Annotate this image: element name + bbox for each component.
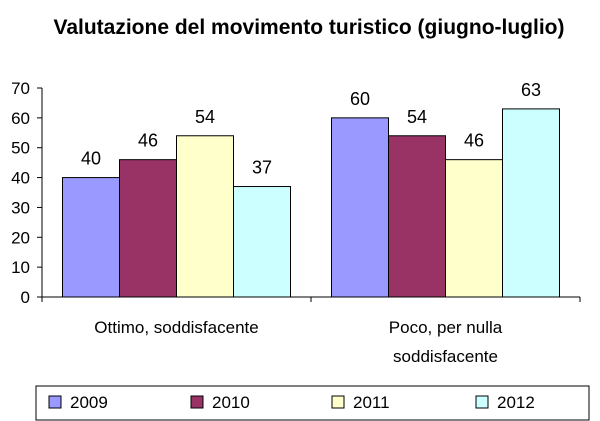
data-label: 46 (138, 131, 158, 151)
legend-swatch (190, 395, 204, 409)
y-tick-label: 0 (21, 288, 30, 307)
legend-label: 2012 (497, 393, 535, 412)
legend-swatch (48, 395, 62, 409)
chart-title: Valutazione del movimento turistico (giu… (53, 16, 564, 39)
legend-swatch (475, 395, 489, 409)
data-label: 63 (521, 80, 541, 100)
legend-label: 2009 (70, 393, 108, 412)
legend-swatch (331, 395, 345, 409)
bar (445, 159, 503, 298)
data-label: 60 (350, 89, 370, 109)
category-label: Poco, per nulla (389, 318, 503, 337)
data-label: 54 (407, 107, 427, 127)
plot-area: 0 10 20 30 40 50 60 70 40 46 54 37 Ottimo, soddisfac… (11, 79, 581, 366)
legend: 2009 2010 2011 2012 (35, 385, 590, 421)
y-tick-label: 60 (11, 109, 30, 128)
legend-label: 2011 (353, 393, 390, 412)
bar (62, 177, 120, 298)
bar (233, 186, 291, 298)
legend-label: 2010 (212, 393, 250, 412)
bar (502, 108, 560, 298)
y-tick-label: 20 (11, 228, 30, 247)
y-tick-label: 70 (11, 79, 30, 98)
data-label: 54 (195, 107, 215, 127)
y-tick-label: 30 (11, 198, 30, 217)
y-tick-label: 10 (11, 258, 30, 277)
data-label: 40 (81, 149, 101, 169)
data-label: 46 (464, 131, 484, 151)
category-label: soddisfacente (393, 347, 498, 366)
data-label: 37 (252, 158, 272, 178)
y-tick-label: 40 (11, 169, 30, 188)
legend-box (35, 385, 590, 421)
bar (176, 135, 234, 298)
y-tick-label: 50 (11, 139, 30, 158)
bar (331, 117, 389, 298)
bar (119, 159, 177, 298)
bar (388, 135, 446, 298)
category-label: Ottimo, soddisfacente (94, 318, 258, 337)
